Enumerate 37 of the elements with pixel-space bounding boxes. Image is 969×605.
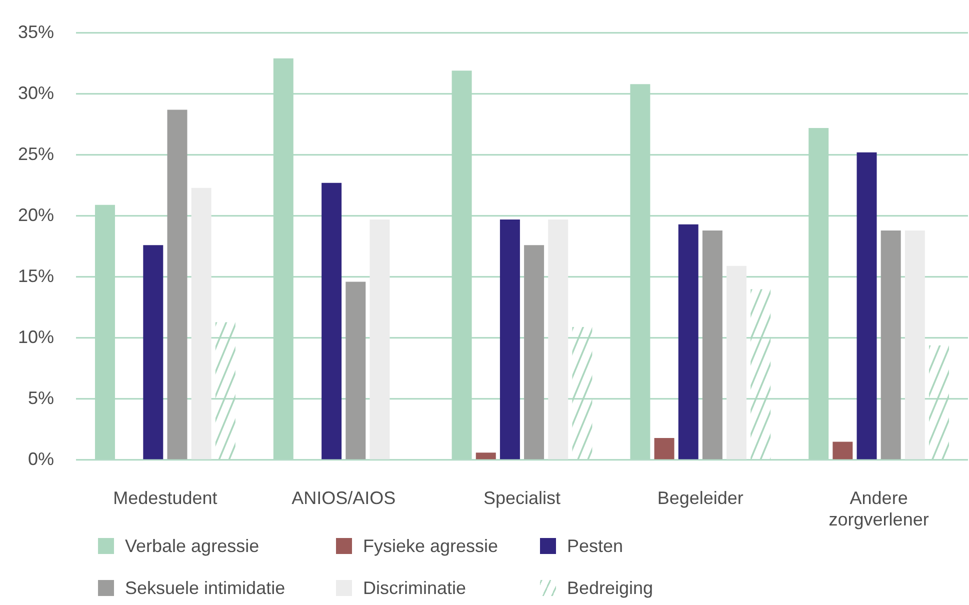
- y-tick-label: 25%: [18, 144, 54, 164]
- bar: [726, 266, 747, 460]
- legend-label: Bedreiging: [567, 577, 654, 600]
- legend-label: Verbale agressie: [125, 535, 260, 558]
- bar: [476, 452, 496, 460]
- y-tick-label: 5%: [28, 388, 54, 408]
- x-tick-label: Specialist: [483, 488, 561, 508]
- bar: [702, 230, 722, 460]
- y-tick-label: 0%: [28, 448, 54, 469]
- bar: [167, 110, 188, 460]
- bar: [322, 182, 342, 460]
- legend-label: Pesten: [567, 535, 624, 558]
- x-tick-label: Medestudent: [113, 488, 218, 508]
- y-tick-label: 30%: [18, 82, 54, 103]
- bar: [346, 282, 366, 460]
- y-tick-label: 35%: [18, 22, 54, 42]
- bar: [191, 188, 212, 460]
- x-tick-label: Andere zorgverlener: [828, 488, 929, 530]
- bar: [856, 152, 877, 460]
- bar: [654, 438, 674, 460]
- y-tick-label: 10%: [18, 326, 54, 347]
- legend-label: Seksuele intimidatie: [125, 577, 286, 600]
- bar: [524, 245, 544, 460]
- x-tick-label: Begeleider: [657, 488, 744, 508]
- bar: [832, 442, 853, 460]
- bar: [678, 224, 698, 460]
- bar: [370, 220, 390, 460]
- legend-label: Discriminatie: [363, 577, 466, 600]
- legend-label: Fysieke agressie: [363, 535, 498, 558]
- bar: [143, 245, 164, 460]
- bar: [904, 230, 925, 460]
- bar: [500, 220, 520, 460]
- bar: [548, 220, 568, 460]
- y-tick-label: 15%: [18, 266, 54, 286]
- bar: [880, 230, 901, 460]
- y-tick-label: 20%: [18, 204, 54, 225]
- x-tick-label: ANIOS/AIOS: [292, 488, 396, 508]
